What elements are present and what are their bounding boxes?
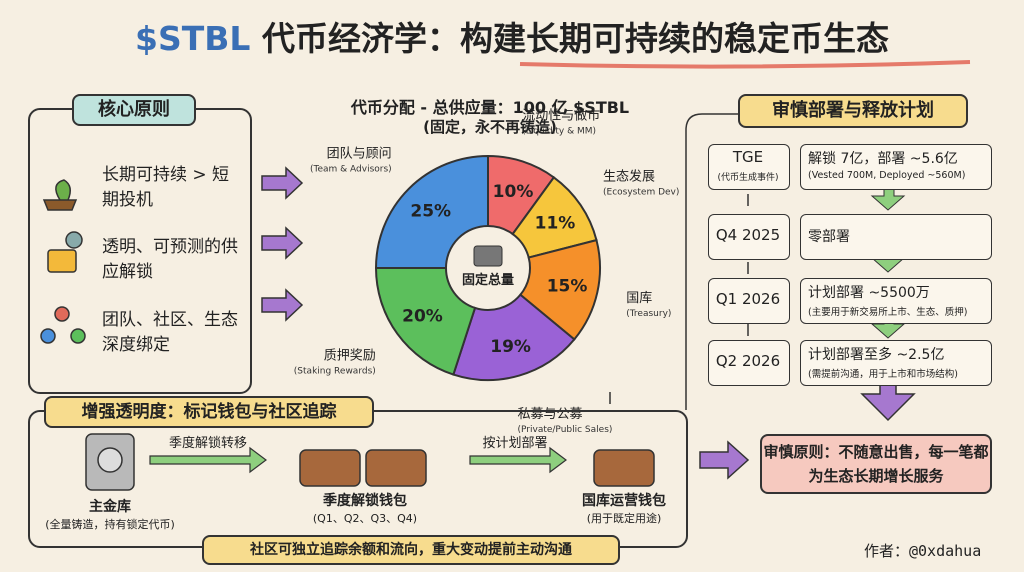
schedule-period: Q2 2026 <box>715 352 781 370</box>
transparency-heading: 增强透明度：标记钱包与社区追踪 <box>44 396 374 428</box>
title-text: 代币经济学：构建长期可持续的稳定币生态 <box>261 19 889 58</box>
donut-segment <box>374 154 489 269</box>
schedule-note: (需提前沟通，用于上市和市场结构) <box>808 369 958 380</box>
schedule-period: TGE <box>732 148 764 166</box>
allocation-subtitle: (固定，永不再铸造) <box>423 118 557 136</box>
node-label: 国库运营钱包 <box>582 493 666 509</box>
author: 作者：@0xdahua <box>864 542 982 560</box>
principles-heading: 核心原则 <box>72 94 196 126</box>
segment-name: 流动性与做市 <box>522 108 600 124</box>
schedule-note: (主要用于新交易所上市、生态、质押) <box>808 307 968 318</box>
segment-name-en: (Private/Public Sales) <box>518 425 613 435</box>
segment-value: 19% <box>490 337 531 357</box>
segment-name-en: (Team & Advisors) <box>310 165 392 175</box>
schedule-principle: 审慎原则：不随意出售，每一笔都为生态长期增长服务 <box>760 434 992 494</box>
allocation-title: 代币分配 - 总供应量：100 亿 $STBL <box>350 98 630 117</box>
segment-value: 10% <box>493 182 534 202</box>
schedule-plan-box <box>800 144 992 190</box>
segment-name: 质押奖励 <box>324 349 376 364</box>
segment-name-en: (Treasury) <box>626 309 671 319</box>
segment-name-en: (Ecosystem Dev) <box>603 187 679 197</box>
principle-item: 长期可持续 > 短期投机 <box>102 165 230 210</box>
title: $STBL 代币经济学：构建长期可持续的稳定币生态 <box>0 12 1024 60</box>
transparency-footer: 社区可独立追踪余额和流向，重大变动提前主动沟通 <box>202 535 620 565</box>
segment-value: 15% <box>547 277 588 297</box>
principle-item: 透明、可预测的供应解锁 <box>102 237 238 282</box>
schedule-period-box <box>708 214 790 260</box>
principle-item: 团队、社区、生态深度绑定 <box>102 310 238 355</box>
node-note: (Q1、Q2、Q3、Q4) <box>312 512 418 525</box>
schedule-plan: 解锁 7亿，部署 ~5.6亿 <box>808 151 958 167</box>
segment-name-en: (Staking Rewards) <box>294 367 376 377</box>
schedule-plan: 零部署 <box>808 229 850 245</box>
flow-label: 按计划部署 <box>482 436 548 451</box>
node-label: 季度解锁钱包 <box>323 493 407 509</box>
flow-label: 季度解锁转移 <box>168 436 247 451</box>
schedule-plan: 计划部署至多 ~2.5亿 <box>808 347 945 363</box>
segment-name: 国库 <box>626 290 652 306</box>
donut-center: 固定总量 <box>462 272 514 288</box>
schedule-plan-box <box>800 214 992 260</box>
segment-name: 生态发展 <box>603 168 655 184</box>
segment-name: 团队与顾问 <box>327 147 392 162</box>
segment-name-en: (Liquidity & MM) <box>522 127 596 137</box>
schedule-period-box <box>708 278 790 324</box>
schedule-period-box <box>708 340 790 386</box>
segment-value: 25% <box>410 202 451 222</box>
segment-value: 11% <box>535 213 576 233</box>
donut-segment <box>374 267 477 376</box>
schedule-note: (Vested 700M, Deployed ~560M) <box>808 170 966 181</box>
schedule-plan: 计划部署 ~5500万 <box>808 285 930 301</box>
node-note: (全量铸造，持有锁定代币) <box>45 518 175 531</box>
title-brand: $STBL <box>135 19 251 58</box>
schedule-plan-box <box>800 340 992 386</box>
donut-segment <box>452 293 576 381</box>
schedule-period: Q4 2025 <box>715 226 781 244</box>
schedule-period-box <box>708 144 790 190</box>
schedule-heading: 审慎部署与释放计划 <box>738 94 968 128</box>
segment-value: 20% <box>402 307 443 327</box>
lock-icon <box>473 245 503 267</box>
node-note: (用于既定用途) <box>586 512 662 525</box>
schedule-plan-box <box>800 278 992 324</box>
schedule-period-note: (代币生成事件) <box>717 173 779 183</box>
schedule-period: Q1 2026 <box>715 290 781 308</box>
node-label: 主金库 <box>89 499 131 515</box>
